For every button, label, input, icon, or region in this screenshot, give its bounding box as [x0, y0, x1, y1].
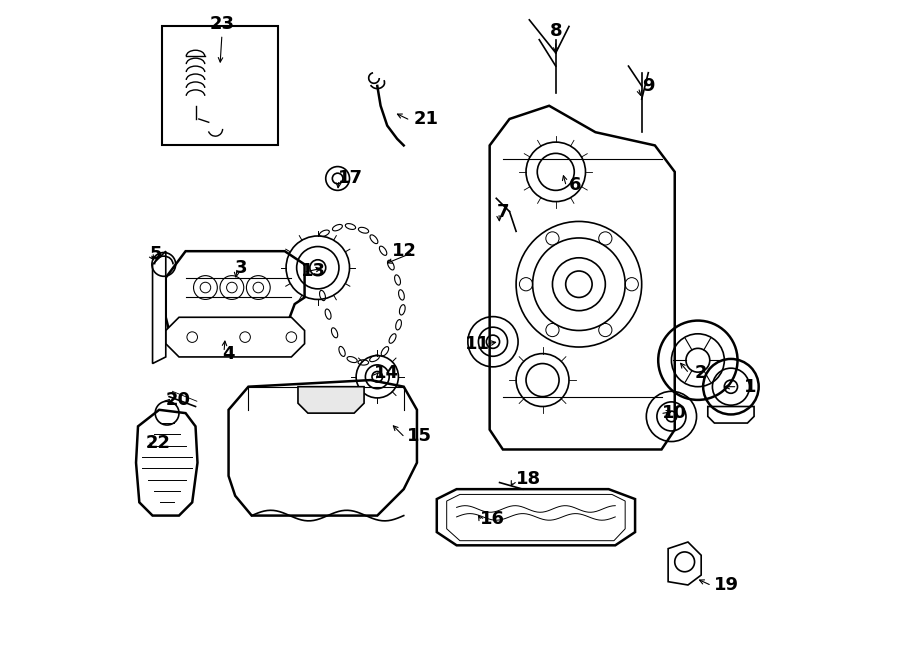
- Polygon shape: [707, 407, 754, 423]
- Polygon shape: [166, 251, 304, 344]
- Polygon shape: [668, 542, 701, 585]
- Text: 10: 10: [662, 404, 687, 422]
- Text: 7: 7: [496, 202, 508, 221]
- Text: 19: 19: [715, 576, 740, 594]
- Text: 5: 5: [149, 245, 162, 264]
- Text: 15: 15: [407, 427, 432, 446]
- Polygon shape: [490, 106, 675, 449]
- Text: 4: 4: [222, 344, 235, 363]
- Text: 8: 8: [549, 22, 562, 40]
- Polygon shape: [153, 251, 166, 364]
- Text: 23: 23: [210, 15, 235, 33]
- Text: 21: 21: [414, 110, 438, 128]
- Bar: [163, 26, 278, 145]
- Polygon shape: [136, 410, 197, 516]
- Polygon shape: [229, 380, 417, 516]
- Text: 13: 13: [302, 262, 327, 280]
- Polygon shape: [298, 387, 365, 413]
- Text: 22: 22: [146, 434, 171, 452]
- Text: 18: 18: [516, 470, 541, 488]
- Text: 2: 2: [695, 364, 707, 383]
- Polygon shape: [436, 489, 635, 545]
- Text: 14: 14: [374, 364, 399, 383]
- Polygon shape: [166, 317, 304, 357]
- Text: 16: 16: [480, 510, 505, 528]
- Text: 17: 17: [338, 169, 363, 188]
- Text: 6: 6: [569, 176, 581, 194]
- Text: 11: 11: [464, 334, 490, 353]
- Text: 1: 1: [744, 377, 757, 396]
- Text: 3: 3: [235, 258, 248, 277]
- Text: 20: 20: [166, 391, 191, 409]
- Text: 9: 9: [642, 77, 654, 95]
- Text: 12: 12: [392, 242, 417, 260]
